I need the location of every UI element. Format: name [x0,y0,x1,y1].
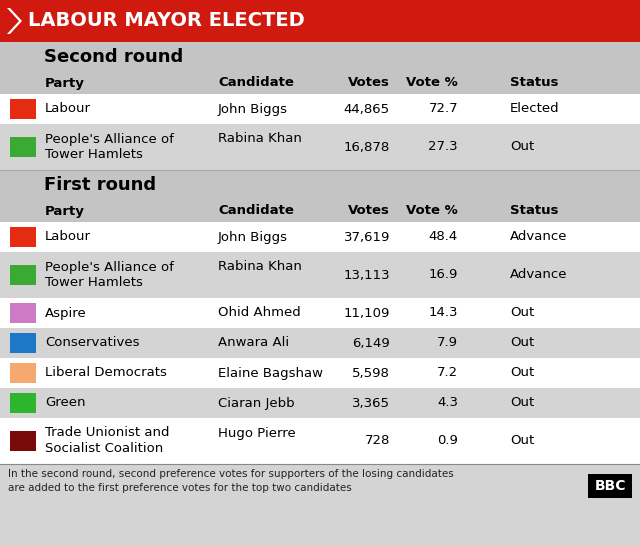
Text: John Biggs: John Biggs [218,103,288,116]
Bar [0,0,640,42]
Text: Status: Status [510,205,559,217]
Text: John Biggs: John Biggs [218,230,288,244]
Text: Advance: Advance [510,269,568,282]
Text: People's Alliance of: People's Alliance of [45,133,174,145]
Text: Vote %: Vote % [406,205,458,217]
Bar [0,124,640,170]
Text: Out: Out [510,366,534,379]
Text: Advance: Advance [510,230,568,244]
Text: Anwara Ali: Anwara Ali [218,336,289,349]
Bar [0,42,640,72]
Text: 6,149: 6,149 [352,336,390,349]
Text: Liberal Democrats: Liberal Democrats [45,366,167,379]
Text: Tower Hamlets: Tower Hamlets [45,149,143,162]
Bar [10,393,36,413]
Bar [0,328,640,358]
Text: LABOUR MAYOR ELECTED: LABOUR MAYOR ELECTED [28,11,305,31]
Text: 13,113: 13,113 [344,269,390,282]
Text: 5,598: 5,598 [352,366,390,379]
Text: Aspire: Aspire [45,306,87,319]
Bar [588,474,632,498]
Text: Out: Out [510,306,534,319]
Bar [10,333,36,353]
Text: 27.3: 27.3 [428,140,458,153]
Text: Labour: Labour [45,103,91,116]
Text: Rabina Khan: Rabina Khan [218,133,302,145]
Text: BBC: BBC [595,479,626,493]
Bar [10,363,36,383]
Bar [0,72,640,94]
Text: 72.7: 72.7 [428,103,458,116]
Text: Vote %: Vote % [406,76,458,90]
Text: Ohid Ahmed: Ohid Ahmed [218,306,301,319]
Text: Out: Out [510,435,534,448]
Bar [10,265,36,285]
Text: Out: Out [510,140,534,153]
Text: Labour: Labour [45,230,91,244]
Text: 37,619: 37,619 [344,230,390,244]
Text: 44,865: 44,865 [344,103,390,116]
Bar [10,137,36,157]
Text: 16,878: 16,878 [344,140,390,153]
Text: 0.9: 0.9 [437,435,458,448]
Text: Ciaran Jebb: Ciaran Jebb [218,396,294,410]
Text: Green: Green [45,396,86,410]
Text: Out: Out [510,336,534,349]
Text: Out: Out [510,396,534,410]
Text: Elaine Bagshaw: Elaine Bagshaw [218,366,323,379]
Text: Rabina Khan: Rabina Khan [218,260,302,274]
Text: In the second round, second preference votes for supporters of the losing candid: In the second round, second preference v… [8,469,454,479]
Bar [0,464,640,504]
Bar [0,298,640,328]
Text: 11,109: 11,109 [344,306,390,319]
Text: Tower Hamlets: Tower Hamlets [45,276,143,289]
Bar [0,222,640,252]
Bar [0,170,640,200]
Text: Candidate: Candidate [218,76,294,90]
Text: 7.9: 7.9 [437,336,458,349]
Text: 4.3: 4.3 [437,396,458,410]
Text: 48.4: 48.4 [429,230,458,244]
Text: Elected: Elected [510,103,559,116]
Text: 728: 728 [365,435,390,448]
Text: Hugo Pierre: Hugo Pierre [218,426,296,440]
Text: 14.3: 14.3 [429,306,458,319]
Text: 3,365: 3,365 [352,396,390,410]
Text: Second round: Second round [44,48,183,66]
Bar [0,358,640,388]
Bar [0,200,640,222]
Bar [10,227,36,247]
Text: Conservatives: Conservatives [45,336,140,349]
Bar [0,252,640,298]
Text: Candidate: Candidate [218,205,294,217]
Bar [10,99,36,119]
Text: First round: First round [44,176,156,194]
Text: Votes: Votes [348,205,390,217]
Text: Party: Party [45,205,85,217]
Text: Status: Status [510,76,559,90]
Bar [10,303,36,323]
Bar [0,418,640,464]
Text: People's Alliance of: People's Alliance of [45,260,174,274]
Bar [0,94,640,124]
Text: Votes: Votes [348,76,390,90]
Text: Socialist Coalition: Socialist Coalition [45,442,163,455]
Bar [10,431,36,451]
Text: 16.9: 16.9 [429,269,458,282]
Text: Trade Unionist and: Trade Unionist and [45,426,170,440]
Text: are added to the first preference votes for the top two candidates: are added to the first preference votes … [8,483,352,493]
Polygon shape [7,8,22,34]
Text: Party: Party [45,76,85,90]
Text: 7.2: 7.2 [437,366,458,379]
Bar [0,388,640,418]
